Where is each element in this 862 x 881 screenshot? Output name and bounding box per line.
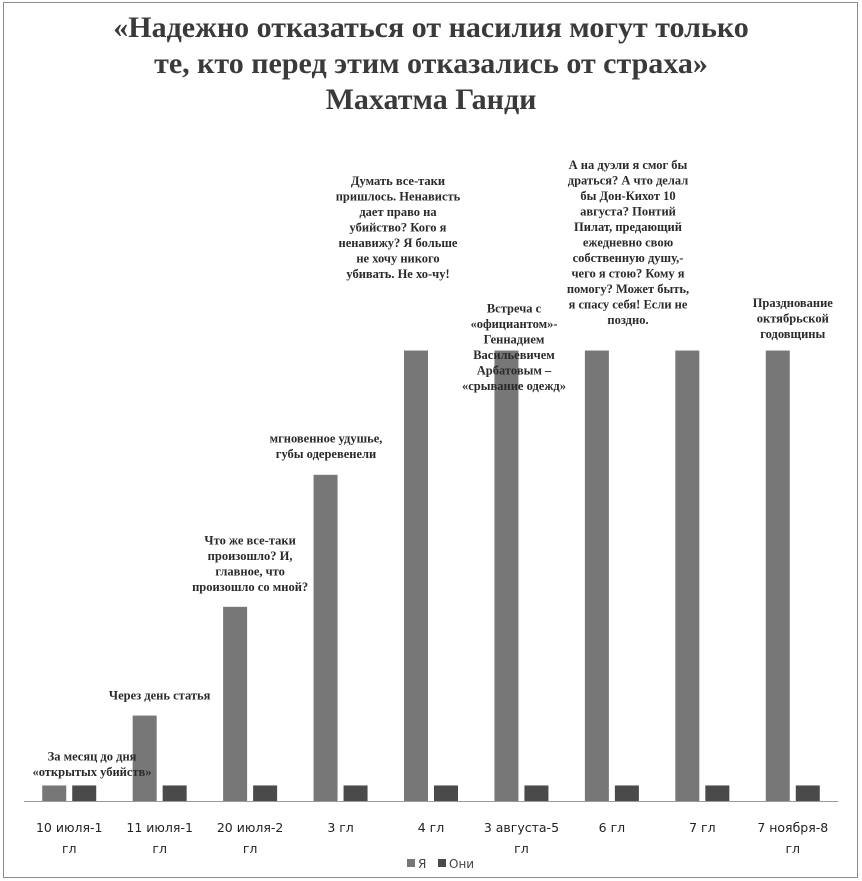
bar-annotation: октябрьской <box>757 312 829 326</box>
bar-annotation: Пилат, предающий <box>574 220 682 234</box>
bar-annotation: августа? Понтий <box>580 205 676 219</box>
bar-oni <box>795 785 820 801</box>
bar-annotation: поздно. <box>607 313 648 327</box>
bar-annotation: бы Дон-Кихот 10 <box>580 189 675 203</box>
bar-annotation: Празднование <box>753 296 834 310</box>
bar-ya <box>494 350 519 801</box>
bar-oni <box>72 785 97 801</box>
bar-ya <box>42 785 67 801</box>
bar-annotation: мгновенное удушье, <box>270 432 383 446</box>
bar-annotation: «официантом»- <box>470 317 557 331</box>
bar-oni <box>162 785 187 801</box>
legend-label-ya: Я <box>418 857 426 871</box>
legend-swatch-ya <box>407 859 415 867</box>
bar-annotation: Думать все-таки <box>351 174 445 188</box>
x-tick-label: 3 августа-5 <box>484 820 559 835</box>
bar-annotation: Арбатовым – <box>477 364 552 378</box>
bar-annotation: Геннадием <box>484 333 545 347</box>
bar-annotation: пришлось. Ненависть <box>336 190 461 204</box>
bar-annotation: Что же все-таки <box>204 533 295 547</box>
x-tick-label: 10 июля-1 <box>36 820 103 835</box>
x-tick-label: 11 июля-1 <box>126 820 193 835</box>
bar-annotation: произошло? И, <box>208 549 293 563</box>
bar-annotation: драться? А что делал <box>568 174 688 188</box>
bar-oni <box>524 785 549 801</box>
bar-oni <box>343 785 368 801</box>
bar-annotation: убийство? Кого я <box>350 221 447 235</box>
bar-ya <box>132 715 157 801</box>
x-tick-label: 6 гл <box>599 820 625 835</box>
bar-annotation: ежедневно свою <box>583 236 674 250</box>
bar-annotation: годовщины <box>760 327 825 341</box>
bar-ya <box>765 350 790 801</box>
x-tick-label: гл <box>243 841 258 856</box>
bar-ya <box>313 474 338 801</box>
bar-annotation: помогу? Может быть, <box>567 282 689 296</box>
x-tick-label: 3 гл <box>327 820 353 835</box>
bar-ya <box>584 350 609 801</box>
legend-label-oni: Они <box>449 857 474 871</box>
bar-annotation: Через день статья <box>109 689 211 703</box>
x-tick-label: гл <box>62 841 77 856</box>
bar-annotation: произошло со мной? <box>192 580 308 594</box>
x-tick-label: 7 гл <box>689 820 715 835</box>
x-tick-label: 7 ноября-8 <box>757 820 828 835</box>
title-line: «Надежно отказаться от насилия могут тол… <box>113 11 749 44</box>
bar-annotation: ненавижу? Я больше <box>339 236 458 250</box>
bar-annotation: я спасу себя! Если не <box>569 298 688 312</box>
bar-annotation: Васильевичем <box>473 348 555 362</box>
bar-oni <box>253 785 278 801</box>
bar-annotation: убивать. Не хо-чу! <box>346 267 449 281</box>
x-tick-label: гл <box>152 841 167 856</box>
bar-annotation: собственную душу,- <box>573 251 684 265</box>
bar-oni <box>434 785 458 801</box>
bar-ya <box>223 606 248 801</box>
bar-oni <box>705 785 730 801</box>
chart-title: «Надежно отказаться от насилия могут тол… <box>0 10 862 118</box>
x-tick-label: 20 июля-2 <box>217 820 284 835</box>
bar-ya <box>675 350 700 801</box>
title-line: те, кто перед этим отказались от страха» <box>154 47 708 80</box>
bar-annotation: главное, что <box>215 564 285 578</box>
bar-annotation: дает право на <box>359 205 437 219</box>
bar-ya <box>404 350 428 801</box>
bar-annotation: А на дуэли я смог бы <box>569 158 688 172</box>
bar-annotation: «срывание одежд» <box>462 379 566 393</box>
bar-annotation: губы одеревенели <box>276 447 376 461</box>
bar-annotation: «открытых убийств» <box>32 765 151 779</box>
bar-annotation: не хочу никого <box>356 252 439 266</box>
x-tick-label: гл <box>785 841 800 856</box>
bar-oni <box>614 785 639 801</box>
x-tick-label: гл <box>514 841 529 856</box>
bar-annotation: Встреча с <box>487 302 542 316</box>
bar-annotation: За месяц до дня <box>48 750 137 764</box>
title-line: Махатма Ганди <box>325 83 537 116</box>
x-tick-label: 4 гл <box>418 820 444 835</box>
bar-annotation: чего я стою? Кому я <box>571 267 684 281</box>
legend-swatch-oni <box>438 859 446 867</box>
